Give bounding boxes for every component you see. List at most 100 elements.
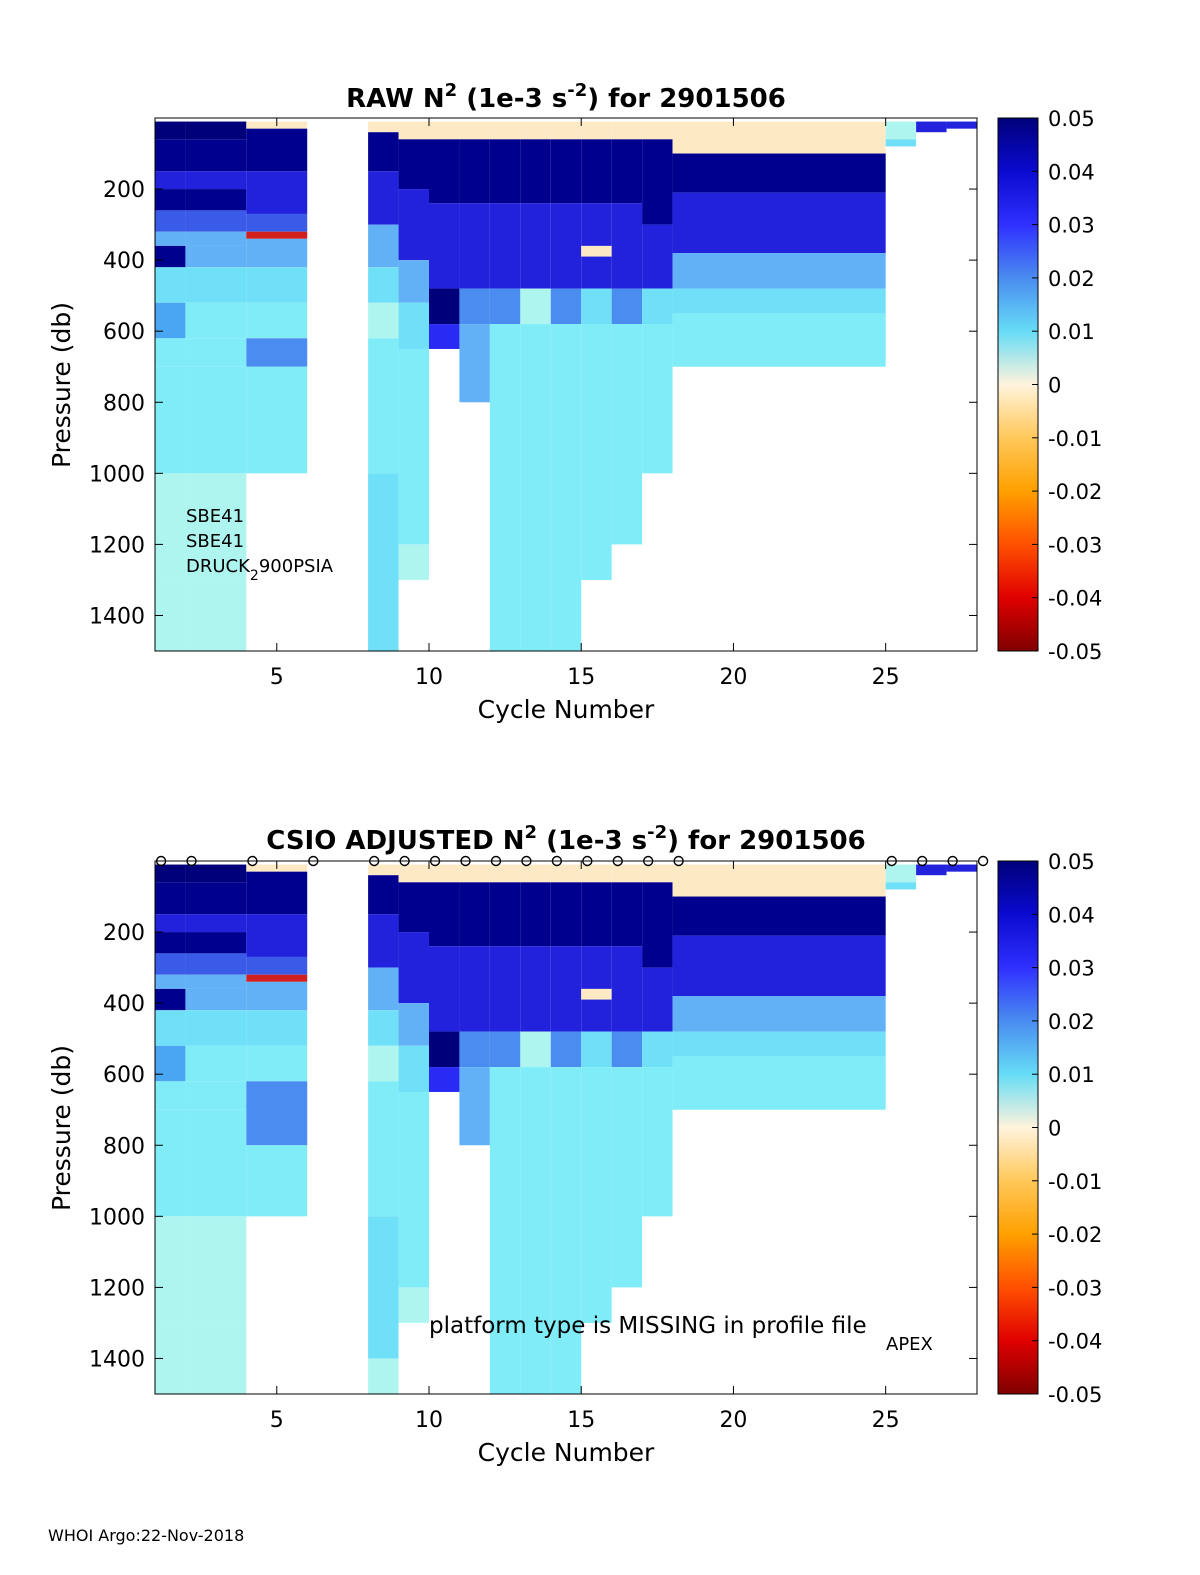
heatmap-cell — [672, 1056, 886, 1110]
heatmap-cell — [642, 288, 673, 325]
y-tick-label: 400 — [103, 249, 145, 274]
heatmap-cell — [429, 139, 460, 204]
heatmap-cell — [246, 981, 308, 1011]
heatmap-cell — [185, 473, 247, 580]
profile-marker — [369, 855, 380, 867]
heatmap-cell — [489, 882, 521, 947]
heatmap-cell — [885, 139, 917, 147]
heatmap-cell — [185, 1010, 247, 1046]
profile-marker — [582, 855, 593, 867]
heatmap-cell — [520, 203, 551, 289]
profile-marker — [429, 855, 441, 867]
heatmap-cell — [155, 882, 186, 915]
heatmap-cell — [946, 864, 977, 872]
heatmap-cell — [185, 1322, 247, 1394]
heatmap-cell — [368, 171, 399, 225]
heatmap-cell — [398, 260, 429, 303]
x-tick-label: 10 — [415, 1408, 443, 1433]
heatmap-cell — [185, 1081, 247, 1110]
heatmap-cell — [429, 946, 460, 1032]
colorbar-tick-label: -0.02 — [1048, 480, 1102, 504]
heatmap-cell — [429, 288, 460, 325]
heatmap-cell — [642, 324, 673, 474]
heatmap-cell — [185, 579, 247, 651]
colorbar-gradient — [997, 860, 1039, 1395]
x-tick-label: 15 — [567, 1408, 595, 1433]
colorbar-tick-label: -0.05 — [1048, 1383, 1102, 1407]
heatmap-cell — [642, 882, 673, 968]
heatmap-cell — [520, 1067, 551, 1394]
heatmap-cell — [368, 875, 399, 915]
heatmap-cell — [489, 203, 521, 289]
heatmap-cell — [520, 139, 551, 204]
heatmap-cell — [398, 1287, 429, 1323]
plot-frame — [154, 860, 978, 1395]
profile-marker — [521, 855, 532, 867]
heatmap-cell — [398, 1003, 429, 1046]
platform-note: platform type is MISSING in profile file — [429, 1313, 867, 1339]
heatmap-cell — [368, 224, 399, 268]
heatmap-cell — [489, 1031, 521, 1068]
x-axis-label: Cycle Number — [478, 1438, 655, 1467]
heatmap-cell — [672, 313, 886, 367]
heatmap-cell — [185, 1045, 247, 1082]
heatmap-cell — [185, 1216, 247, 1323]
profile-marker — [490, 855, 502, 867]
colorbar: 0.05 0.04 0.03 0.02 0.01 0 -0.01 -0.02 -0.03 -0.0… — [997, 850, 1102, 1407]
heatmap-cell — [459, 1067, 490, 1146]
heatmap-cell — [368, 1081, 399, 1217]
heatmap-cell — [155, 988, 186, 1011]
heatmap-cell — [155, 1109, 186, 1217]
colorbar-tick-label: -0.04 — [1048, 1330, 1102, 1354]
heatmap-cell — [185, 171, 247, 190]
heatmap-cell — [520, 121, 551, 140]
heatmap-cell — [581, 288, 612, 325]
heatmap-cell — [368, 267, 399, 303]
heatmap-cell — [581, 256, 612, 289]
heatmap-cell — [885, 864, 917, 883]
colorbar-tick-label: -0.04 — [1048, 587, 1102, 611]
heatmap-cell — [429, 864, 460, 883]
x-ticks: 5 10 15 20 25 — [270, 861, 900, 1433]
heatmap-cell — [429, 1067, 460, 1092]
heatmap-cell — [398, 1091, 429, 1288]
heatmap-cell — [185, 974, 247, 989]
heatmap-cell — [185, 988, 247, 1011]
heatmap-cell — [581, 864, 612, 883]
heatmap-cell — [246, 956, 308, 975]
heatmap-cell — [155, 366, 186, 474]
heatmap-cell — [672, 996, 886, 1032]
heatmap-cell — [550, 139, 582, 204]
heatmap-cell — [672, 153, 886, 193]
y-tick-label: 600 — [103, 320, 145, 345]
heatmap-cell — [550, 1067, 582, 1394]
heatmap-cell — [246, 1045, 308, 1082]
heatmap-cell — [185, 231, 247, 246]
heatmap-cell — [581, 1067, 612, 1323]
heatmap-cell — [185, 210, 247, 232]
heatmap-cell — [520, 288, 551, 325]
heatmap-cell — [155, 171, 186, 190]
heatmap-cell — [155, 267, 186, 303]
heatmap-cell — [185, 302, 247, 339]
profile-marker — [186, 855, 197, 867]
heatmap-cell — [672, 288, 886, 314]
heatmap-cell — [429, 121, 460, 140]
heatmap-cell — [246, 238, 308, 268]
heatmap-cell — [642, 139, 673, 225]
y-tick-label: 400 — [103, 992, 145, 1017]
colorbar: 0.05 0.04 0.03 0.02 0.01 0 -0.01 -0.02 -0.03 -0.0… — [997, 107, 1102, 664]
heatmap-cell — [885, 121, 917, 140]
colorbar-tick-label: 0.02 — [1048, 267, 1095, 291]
heatmap-cell — [185, 139, 247, 172]
sensor-label-1: SBE41 — [186, 506, 244, 527]
heatmap-cell — [246, 213, 308, 232]
heatmap-cell — [611, 1031, 643, 1068]
heatmap-cell — [550, 288, 582, 325]
heatmap-cell — [185, 932, 247, 954]
heatmap-cell — [611, 1067, 643, 1288]
x-tick-label: 15 — [567, 665, 595, 690]
heatmap-cell — [368, 914, 399, 968]
heatmap-cell — [185, 914, 247, 933]
